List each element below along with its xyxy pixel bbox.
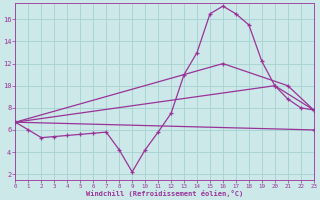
X-axis label: Windchill (Refroidissement éolien,°C): Windchill (Refroidissement éolien,°C) xyxy=(86,190,243,197)
